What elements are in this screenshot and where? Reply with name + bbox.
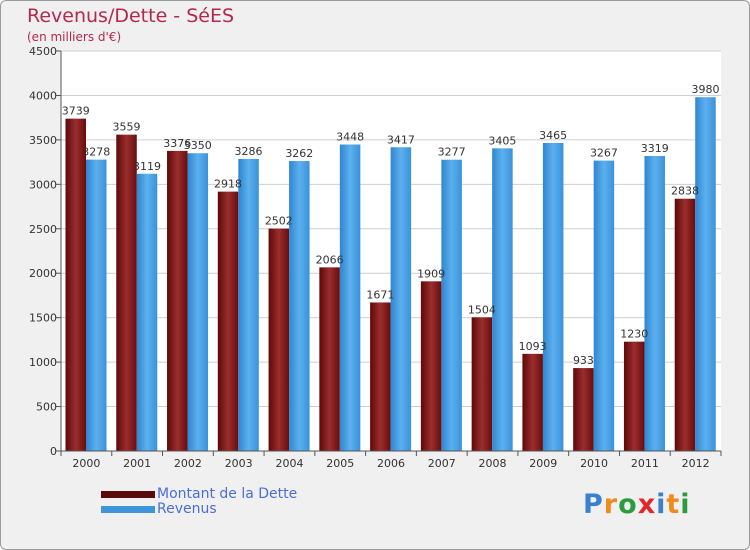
bar-debt-2008 <box>471 317 493 451</box>
bar-revenus-2012 <box>695 97 716 451</box>
y-tick-label: 1000 <box>29 356 57 369</box>
bar-revenus-2004 <box>289 161 310 452</box>
data-label-revenus: 3405 <box>488 134 516 147</box>
bar-debt-2006 <box>370 302 391 451</box>
legend-swatch-revenus <box>101 506 155 513</box>
data-label-debt: 1504 <box>468 303 496 316</box>
data-label-debt: 3559 <box>113 121 141 134</box>
y-tick-label: 2000 <box>29 267 57 280</box>
data-label-debt: 1093 <box>519 340 547 353</box>
x-tick-label: 2012 <box>682 457 710 470</box>
bar-debt-2005 <box>319 267 340 451</box>
bar-revenus-2003 <box>238 158 259 451</box>
data-label-debt: 2918 <box>214 178 242 191</box>
y-tick-label: 0 <box>50 445 57 458</box>
chart-subtitle: (en milliers d'€) <box>27 30 122 44</box>
x-tick-label: 2007 <box>428 457 456 470</box>
data-label-revenus: 3119 <box>133 160 161 173</box>
bar-revenus-2005 <box>339 144 361 451</box>
logo-letter: i <box>656 489 667 520</box>
legend-swatch-debt <box>101 491 155 498</box>
x-tick-label: 2001 <box>123 457 151 470</box>
x-tick-label: 2004 <box>275 457 303 470</box>
x-tick-label: 2008 <box>479 457 507 470</box>
x-tick-label: 2000 <box>72 457 100 470</box>
bar-debt-2012 <box>674 198 696 451</box>
x-tick-label: 2009 <box>529 457 557 470</box>
bar-debt-2003 <box>217 191 239 451</box>
bar-revenus-2010 <box>593 160 615 451</box>
data-label-debt: 1671 <box>366 288 394 301</box>
data-label-revenus: 3448 <box>336 131 364 144</box>
data-label-revenus: 3278 <box>82 146 110 159</box>
data-label-debt: 2838 <box>671 185 699 198</box>
bar-debt-2001 <box>116 134 137 451</box>
y-tick-label: 500 <box>36 401 57 414</box>
logo-letter: t <box>666 489 681 520</box>
x-tick-label: 2005 <box>326 457 354 470</box>
data-label-revenus: 3980 <box>691 83 719 96</box>
y-tick-label: 3500 <box>29 134 57 147</box>
data-label-debt: 933 <box>573 354 594 367</box>
data-label-revenus: 3417 <box>387 133 415 146</box>
y-tick-label: 4000 <box>29 89 57 102</box>
bar-revenus-2007 <box>441 159 462 451</box>
data-label-revenus: 3262 <box>285 147 313 160</box>
y-tick-label: 3000 <box>29 178 57 191</box>
x-tick-label: 2006 <box>377 457 405 470</box>
logo-letter: o <box>618 489 638 520</box>
bar-debt-2000 <box>65 118 86 452</box>
x-tick-label: 2011 <box>631 457 659 470</box>
bar-revenus-2011 <box>644 155 665 451</box>
bar-revenus-2009 <box>542 143 564 451</box>
y-tick-label: 4500 <box>29 45 57 58</box>
bar-revenus-2000 <box>86 159 107 451</box>
bar-revenus-2006 <box>390 147 412 451</box>
data-label-revenus: 3319 <box>641 142 669 155</box>
data-label-debt: 3376 <box>163 137 191 150</box>
logo-letter: i <box>680 489 691 520</box>
x-tick-label: 2002 <box>174 457 202 470</box>
bar-debt-2009 <box>522 353 543 451</box>
proxiti-logo: Proxiti <box>583 489 691 520</box>
data-label-revenus: 3465 <box>539 129 567 142</box>
legend-label-debt: Montant de la Dette <box>157 486 298 502</box>
bar-revenus-2001 <box>136 173 158 451</box>
data-label-revenus: 3286 <box>235 145 263 158</box>
data-label-revenus: 3267 <box>590 147 618 160</box>
data-label-debt: 1230 <box>620 328 648 341</box>
data-label-debt: 3739 <box>62 105 90 118</box>
data-label-debt: 2066 <box>316 253 344 266</box>
data-label-debt: 1909 <box>417 267 445 280</box>
bar-debt-2007 <box>420 281 442 451</box>
data-label-revenus: 3350 <box>184 139 212 152</box>
x-tick-label: 2003 <box>225 457 253 470</box>
bar-revenus-2002 <box>187 153 209 451</box>
y-tick-label: 1500 <box>29 312 57 325</box>
bar-debt-2010 <box>573 368 594 451</box>
bar-revenus-2008 <box>492 148 513 452</box>
data-label-debt: 2502 <box>265 215 293 228</box>
logo-letter: x <box>637 489 657 520</box>
bar-debt-2004 <box>268 228 290 451</box>
data-label-revenus: 3277 <box>438 146 466 159</box>
bar-debt-2002 <box>167 150 188 451</box>
logo-letter: r <box>603 489 619 520</box>
legend-label-revenus: Revenus <box>157 501 217 517</box>
x-tick-label: 2010 <box>580 457 608 470</box>
bar-debt-2011 <box>623 341 645 451</box>
y-tick-label: 2500 <box>29 223 57 236</box>
logo-letter: P <box>583 489 604 520</box>
chart-title: Revenus/Dette - SéES <box>27 5 235 27</box>
